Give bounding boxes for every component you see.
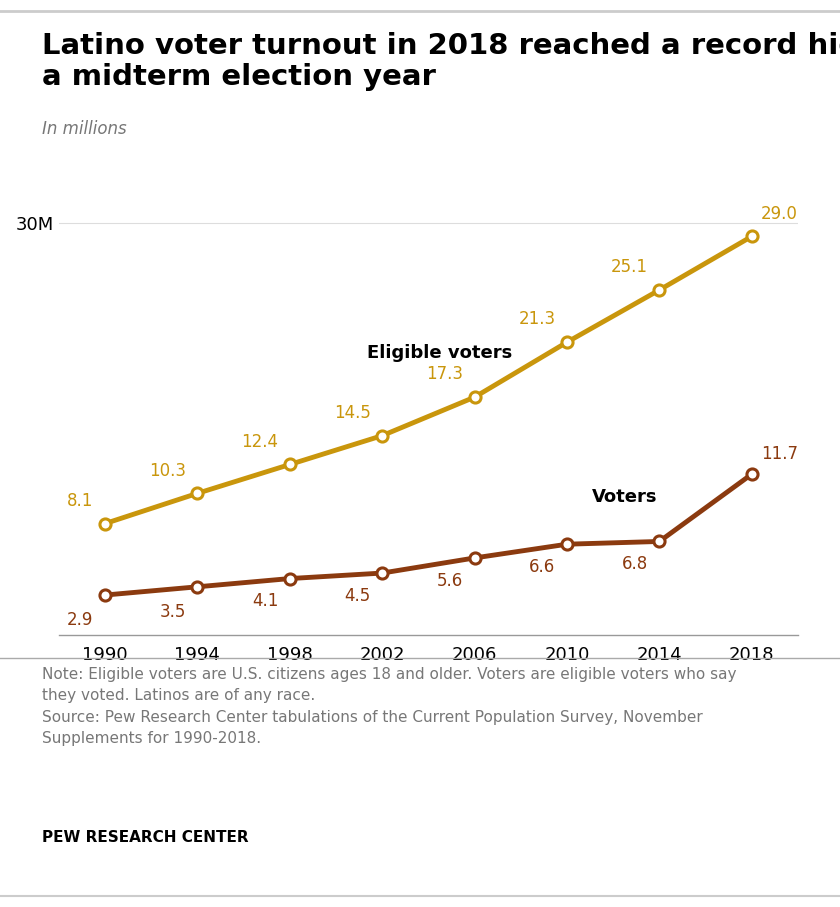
Text: 3.5: 3.5 [160,603,186,621]
Text: 6.6: 6.6 [529,558,555,576]
Text: 17.3: 17.3 [426,366,463,384]
Text: PEW RESEARCH CENTER: PEW RESEARCH CENTER [42,830,249,845]
Text: 25.1: 25.1 [611,258,648,277]
Text: 5.6: 5.6 [437,571,463,590]
Text: 4.1: 4.1 [252,592,278,610]
Text: 11.7: 11.7 [761,445,798,463]
Text: a midterm election year: a midterm election year [42,63,436,92]
Text: 10.3: 10.3 [149,462,186,480]
Text: 6.8: 6.8 [622,555,648,573]
Text: 8.1: 8.1 [67,492,93,510]
Text: Latino voter turnout in 2018 reached a record high for: Latino voter turnout in 2018 reached a r… [42,32,840,60]
Text: 21.3: 21.3 [518,310,555,328]
Text: 14.5: 14.5 [333,404,370,422]
Text: 29.0: 29.0 [761,205,798,222]
Text: Eligible voters: Eligible voters [367,344,512,362]
Text: Note: Eligible voters are U.S. citizens ages 18 and older. Voters are eligible v: Note: Eligible voters are U.S. citizens … [42,667,737,746]
Text: In millions: In millions [42,120,127,138]
Text: 4.5: 4.5 [344,587,370,605]
Text: 12.4: 12.4 [241,433,278,451]
Text: Voters: Voters [592,489,658,506]
Text: 2.9: 2.9 [67,611,93,629]
